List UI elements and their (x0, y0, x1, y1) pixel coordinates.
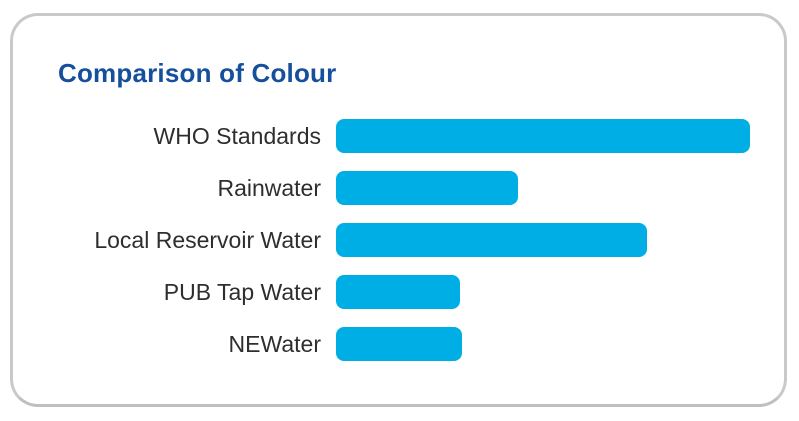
bar-track (336, 119, 750, 153)
bar-chart: WHO Standards Rainwater Local Reservoir Wa… (13, 119, 784, 361)
category-label: Rainwater (217, 174, 321, 201)
bar (336, 119, 750, 153)
category-label: PUB Tap Water (163, 278, 321, 305)
chart-row: WHO Standards (13, 119, 784, 153)
bar-track (336, 275, 750, 309)
bar-track (336, 223, 750, 257)
category-label: Local Reservoir Water (94, 226, 321, 253)
category-label: WHO Standards (153, 122, 321, 149)
bar-track (336, 327, 750, 361)
chart-title: Comparison of Colour (58, 58, 337, 88)
bar (336, 275, 461, 309)
chart-card: Comparison of Colour WHO Standards Rainwa… (10, 13, 787, 407)
chart-row: PUB Tap Water (13, 275, 784, 309)
bar (336, 327, 463, 361)
chart-row: Local Reservoir Water (13, 223, 784, 257)
bar (336, 171, 519, 205)
bar (336, 223, 647, 257)
category-label: NEWater (228, 330, 321, 357)
chart-row: NEWater (13, 327, 784, 361)
chart-row: Rainwater (13, 171, 784, 205)
bar-track (336, 171, 750, 205)
